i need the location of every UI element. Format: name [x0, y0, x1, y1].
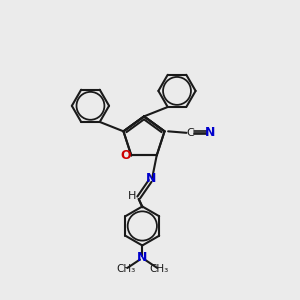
- Text: C: C: [186, 128, 194, 138]
- Text: CH₃: CH₃: [149, 265, 168, 275]
- Text: N: N: [137, 251, 148, 264]
- Text: CH₃: CH₃: [116, 265, 135, 275]
- Text: H: H: [128, 191, 136, 201]
- Text: N: N: [205, 126, 215, 139]
- Text: N: N: [146, 172, 156, 185]
- Text: O: O: [121, 149, 131, 162]
